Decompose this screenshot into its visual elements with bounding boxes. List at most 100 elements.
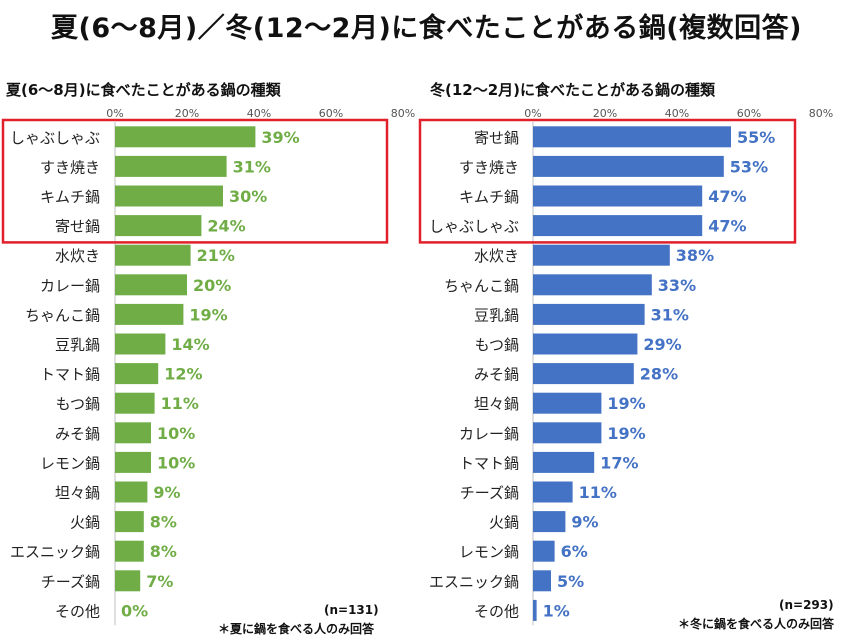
- winter-value-label: 5%: [557, 572, 584, 591]
- winter-category-label: 寄せ鍋: [474, 129, 519, 147]
- winter-bar: [533, 599, 537, 621]
- summer-value-label: 31%: [233, 157, 271, 176]
- winter-tick-label: 0%: [524, 107, 541, 120]
- summer-bar: [115, 244, 191, 266]
- winter-category-label: もつ鍋: [475, 336, 519, 354]
- winter-category-label: 火鍋: [489, 514, 519, 532]
- summer-tick-label: 40%: [247, 107, 271, 120]
- summer-bar: [115, 540, 144, 562]
- winter-bar: [533, 570, 551, 592]
- winter-value-label: 53%: [730, 157, 768, 176]
- page-title: 夏(6～8月)／冬(12～2月)に食べたことがある鍋(複数回答): [51, 13, 802, 44]
- summer-tick-label: 80%: [391, 107, 415, 120]
- summer-category-label: もつ鍋: [56, 395, 100, 413]
- summer-bar: [115, 185, 223, 207]
- summer-bar: [115, 511, 144, 533]
- summer-bar: [115, 155, 227, 177]
- winter-value-label: 29%: [643, 335, 681, 354]
- winter-bar: [533, 244, 670, 266]
- summer-value-label: 30%: [229, 187, 267, 206]
- winter-category-label: 豆乳鍋: [474, 306, 519, 324]
- winter-value-label: 28%: [640, 365, 678, 384]
- summer-category-label: レモン鍋: [40, 454, 100, 472]
- winter-chart-title: 冬(12～2月)に食べたことがある鍋の種類: [430, 81, 716, 99]
- summer-category-label: 火鍋: [70, 514, 100, 532]
- winter-tick-label: 20%: [593, 107, 617, 120]
- summer-value-label: 0%: [121, 601, 148, 620]
- winter-category-label: キムチ鍋: [459, 188, 519, 206]
- summer-category-label: すき焼き: [40, 158, 100, 176]
- summer-value-label: 14%: [171, 335, 209, 354]
- winter-bar: [533, 481, 573, 503]
- summer-bar: [115, 422, 151, 444]
- winter-value-label: 55%: [737, 128, 775, 147]
- winter-value-label: 31%: [651, 305, 689, 324]
- summer-category-label: チーズ鍋: [41, 573, 100, 591]
- winter-bar: [533, 422, 602, 444]
- winter-category-label: 水炊き: [474, 247, 519, 265]
- summer-category-label: しゃぶしゃぶ: [10, 129, 100, 147]
- summer-category-label: ちゃんこ鍋: [25, 306, 100, 324]
- winter-value-label: 11%: [579, 483, 617, 502]
- winter-value-label: 38%: [676, 246, 714, 265]
- winter-tick-label: 40%: [665, 107, 689, 120]
- winter-category-label: その他: [474, 602, 519, 620]
- winter-category-label: エスニック鍋: [429, 573, 519, 591]
- summer-value-label: 20%: [193, 276, 231, 295]
- winter-bar: [533, 511, 566, 533]
- summer-bar: [115, 215, 202, 237]
- summer-bar: [115, 570, 141, 592]
- winter-bar: [533, 363, 634, 385]
- winter-category-label: チーズ鍋: [460, 484, 519, 502]
- winter-tick-label: 60%: [737, 107, 761, 120]
- summer-value-label: 24%: [207, 217, 245, 236]
- winter-bar: [533, 215, 703, 237]
- winter-bar: [533, 185, 703, 207]
- winter-footnote: ＊冬に鍋を食べる人のみ回答: [678, 617, 835, 631]
- winter-value-label: 19%: [607, 424, 645, 443]
- summer-bar: [115, 392, 155, 414]
- summer-value-label: 9%: [153, 483, 180, 502]
- summer-footnote: ＊夏に鍋を食べる人のみ回答: [218, 622, 375, 636]
- winter-value-label: 47%: [708, 217, 746, 236]
- winter-bar: [533, 392, 602, 414]
- summer-category-label: 寄せ鍋: [55, 218, 100, 236]
- winter-category-label: 坦々鍋: [474, 395, 519, 413]
- summer-bar: [115, 274, 187, 296]
- winter-category-label: みそ鍋: [474, 366, 519, 384]
- summer-value-label: 11%: [161, 394, 199, 413]
- winter-category-label: ちゃんこ鍋: [444, 277, 519, 295]
- winter-category-label: しゃぶしゃぶ: [429, 218, 519, 236]
- summer-value-label: 8%: [150, 513, 177, 532]
- winter-n-label: (n=293): [779, 598, 834, 612]
- winter-value-label: 9%: [571, 513, 598, 532]
- winter-value-label: 19%: [607, 394, 645, 413]
- summer-category-label: 豆乳鍋: [55, 336, 100, 354]
- summer-value-label: 7%: [146, 572, 173, 591]
- winter-bar: [533, 126, 731, 148]
- summer-value-label: 19%: [189, 305, 227, 324]
- summer-value-label: 10%: [157, 453, 195, 472]
- winter-highlight-box: [418, 118, 797, 244]
- winter-value-label: 1%: [543, 601, 570, 620]
- summer-category-label: 水炊き: [55, 247, 100, 265]
- winter-value-label: 33%: [658, 276, 696, 295]
- winter-bar: [533, 274, 652, 296]
- summer-category-label: トマト鍋: [40, 366, 100, 384]
- winter-value-label: 47%: [708, 187, 746, 206]
- winter-category-label: レモン鍋: [459, 543, 519, 561]
- summer-bar: [115, 451, 151, 473]
- summer-n-label: (n=131): [324, 603, 379, 617]
- summer-bar: [115, 481, 148, 503]
- summer-tick-label: 0%: [106, 107, 123, 120]
- summer-category-label: カレー鍋: [40, 277, 100, 295]
- winter-value-label: 6%: [561, 542, 588, 561]
- summer-category-label: エスニック鍋: [10, 543, 100, 561]
- winter-category-label: トマト鍋: [459, 454, 519, 472]
- winter-value-label: 17%: [600, 453, 638, 472]
- winter-category-label: すき焼き: [459, 158, 519, 176]
- summer-category-label: みそ鍋: [55, 425, 100, 443]
- winter-bar: [533, 333, 638, 355]
- summer-bar: [115, 303, 184, 325]
- summer-value-label: 21%: [197, 246, 235, 265]
